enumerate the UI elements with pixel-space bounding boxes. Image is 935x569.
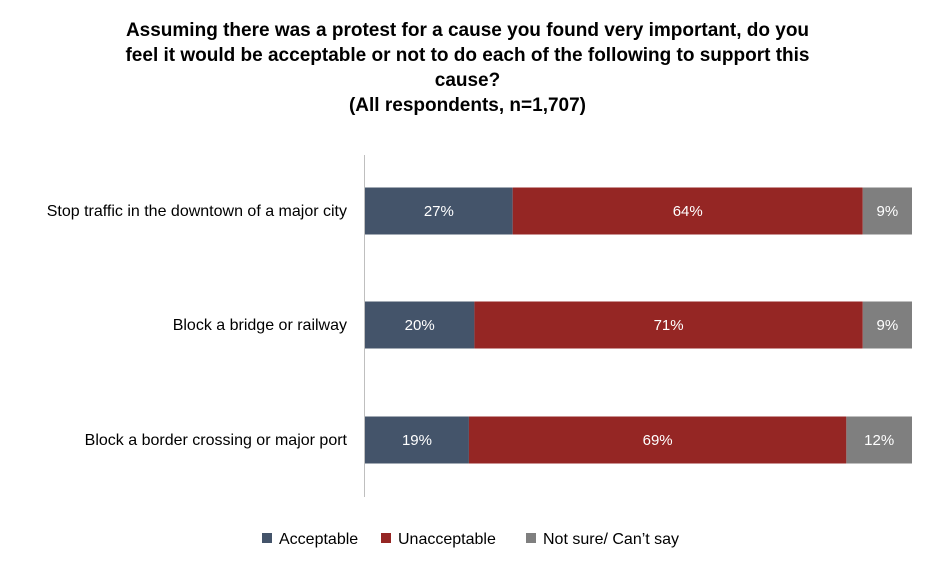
bar-3-series-1 xyxy=(365,416,469,464)
data-label-1-series-1: 27% xyxy=(424,203,454,220)
bar-1-series-1 xyxy=(365,187,513,235)
title-line-1: Assuming there was a protest for a cause… xyxy=(125,20,810,41)
category-label-3: Block a border crossing or major port xyxy=(85,432,348,449)
title-line-3: cause? xyxy=(434,70,501,91)
data-label-2-series-2: 71% xyxy=(654,317,684,334)
legend-swatch-1 xyxy=(262,533,272,543)
data-label-1-series-2: 64% xyxy=(673,203,703,220)
legend-swatch-2 xyxy=(381,533,391,543)
bar-2-series-1 xyxy=(365,301,475,349)
bar-1-series-2 xyxy=(512,187,863,235)
bar-3-series-2 xyxy=(468,416,847,464)
legend-swatch-3 xyxy=(526,533,536,543)
bar-3-series-3 xyxy=(846,416,912,464)
category-label-2: Block a bridge or railway xyxy=(173,317,347,334)
legend-label-3: Not sure/ Can’t say xyxy=(543,531,679,548)
legend-label-1: Acceptable xyxy=(279,531,358,548)
data-label-3-series-3: 12% xyxy=(864,432,894,449)
data-label-3-series-2: 69% xyxy=(643,432,673,449)
chart-title: Assuming there was a protest for a cause… xyxy=(80,18,855,118)
bar-2-series-3 xyxy=(862,301,912,349)
legend-label-2: Unacceptable xyxy=(398,531,496,548)
data-label-1-series-3: 9% xyxy=(877,203,899,220)
category-label-1: Stop traffic in the downtown of a major … xyxy=(47,203,347,220)
title-line-2: feel it would be acceptable or not to do… xyxy=(125,45,810,66)
data-label-2-series-1: 20% xyxy=(405,317,435,334)
data-label-3-series-1: 19% xyxy=(402,432,432,449)
title-line-4: (All respondents, n=1,707) xyxy=(348,95,587,116)
bar-1-series-3 xyxy=(862,187,912,235)
bar-2-series-2 xyxy=(474,301,863,349)
data-label-2-series-3: 9% xyxy=(877,317,899,334)
